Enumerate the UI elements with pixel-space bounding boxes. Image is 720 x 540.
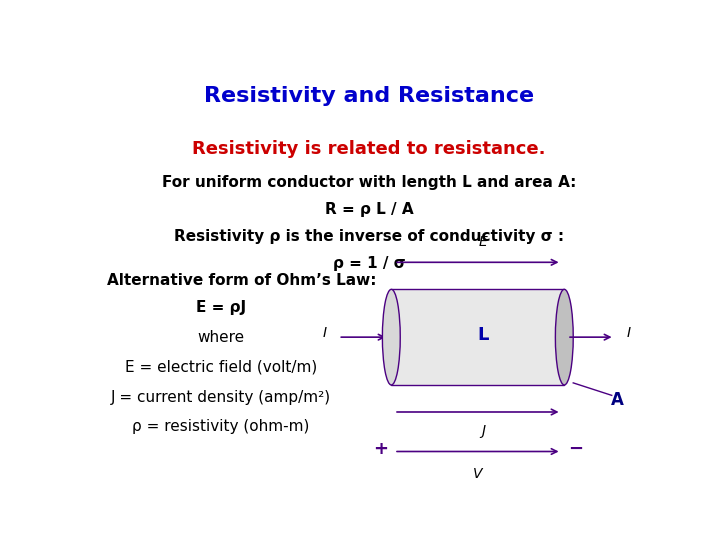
Text: Alternative form of Ohm’s Law:: Alternative form of Ohm’s Law: — [107, 273, 377, 288]
Text: For uniform conductor with length L and area A:: For uniform conductor with length L and … — [162, 175, 576, 190]
Text: Resistivity ρ is the inverse of conductivity σ :: Resistivity ρ is the inverse of conducti… — [174, 229, 564, 244]
Text: J: J — [482, 424, 485, 438]
Text: E = ρJ: E = ρJ — [196, 300, 246, 315]
Text: R = ρ L / A: R = ρ L / A — [325, 202, 413, 217]
Text: +: + — [373, 441, 387, 458]
Text: I: I — [323, 326, 326, 340]
Ellipse shape — [382, 289, 400, 385]
Text: I: I — [626, 326, 631, 340]
FancyBboxPatch shape — [392, 289, 564, 385]
Text: J = current density (amp/m²): J = current density (amp/m²) — [111, 389, 331, 404]
Text: E = electric field (volt/m): E = electric field (volt/m) — [125, 360, 318, 375]
Text: E: E — [479, 235, 487, 249]
Text: Resistivity and Resistance: Resistivity and Resistance — [204, 85, 534, 106]
Text: ρ = 1 / σ: ρ = 1 / σ — [333, 256, 405, 271]
Text: −: − — [568, 441, 583, 458]
Ellipse shape — [555, 289, 573, 385]
Text: V: V — [473, 467, 482, 481]
Text: L: L — [477, 326, 489, 344]
Text: A: A — [611, 390, 624, 409]
Text: Resistivity is related to resistance.: Resistivity is related to resistance. — [192, 140, 546, 158]
Text: where: where — [197, 329, 245, 345]
Text: ρ = resistivity (ohm-m): ρ = resistivity (ohm-m) — [132, 420, 310, 435]
